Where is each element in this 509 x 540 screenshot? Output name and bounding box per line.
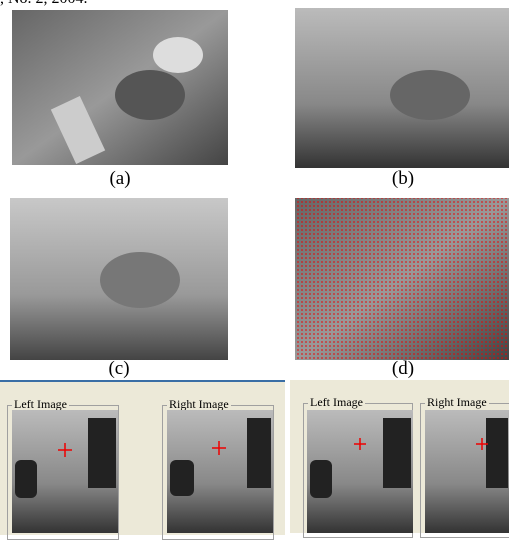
page: {"header": {"text": ", No. 2, 2004."}, "… — [0, 0, 509, 533]
caption: (c) — [89, 358, 149, 380]
screenshot-images — [0, 378, 509, 533]
caption: (a) — [90, 168, 150, 190]
depth-bowl — [390, 70, 470, 120]
teapot — [153, 37, 203, 73]
match-points — [295, 198, 509, 360]
caption: (b) — [373, 168, 433, 190]
depth-bowl-c — [100, 252, 180, 308]
fruit-bowl — [115, 70, 185, 120]
caption: (d) — [373, 358, 433, 380]
